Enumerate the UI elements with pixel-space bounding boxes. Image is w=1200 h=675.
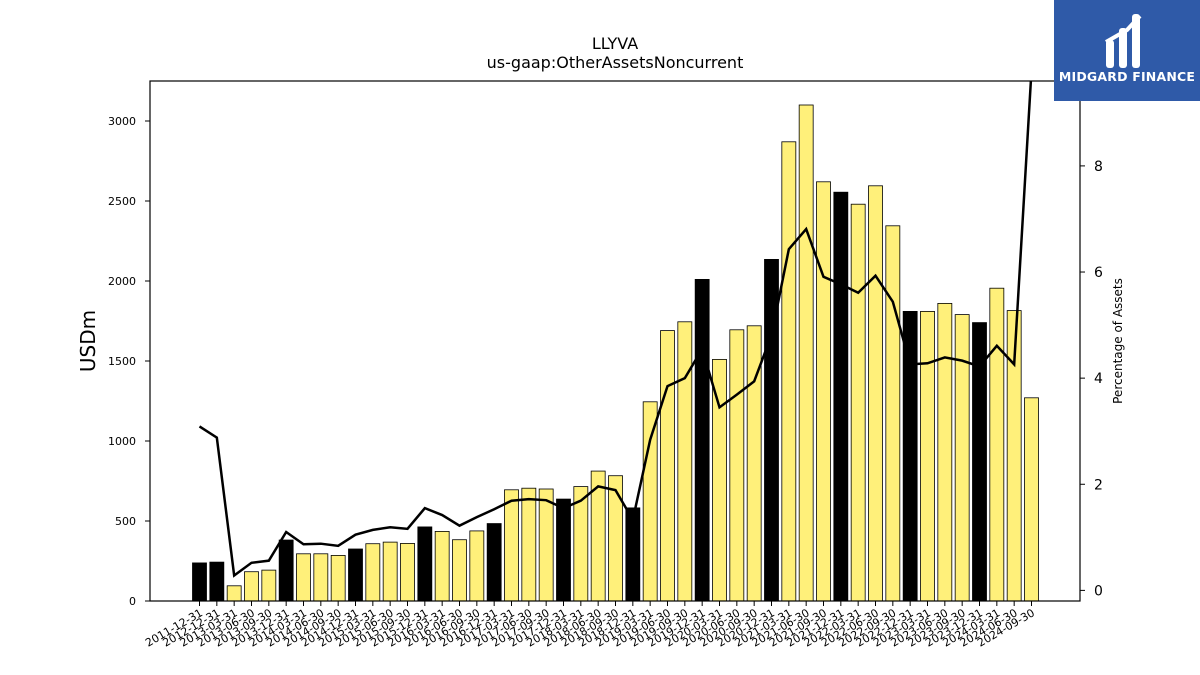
bar-2024-03-31 xyxy=(989,287,1005,602)
bar-2022-06-30 xyxy=(868,185,883,602)
y2-tick-label: 0 xyxy=(1094,583,1103,599)
bar-2022-12-31 xyxy=(902,310,918,602)
bar-2013-12-31 xyxy=(278,539,294,602)
bar-2012-12-31 xyxy=(209,561,225,602)
bar-2016-03-31 xyxy=(434,531,450,602)
bar-2014-09-30 xyxy=(330,555,346,602)
bar-2015-03-31 xyxy=(365,543,381,602)
bar-2013-06-30 xyxy=(244,571,259,602)
line-series xyxy=(198,81,1033,578)
bar-2014-06-30 xyxy=(313,553,329,602)
bar-2022-03-31 xyxy=(850,203,866,602)
bar-series xyxy=(192,104,1039,602)
bar-2021-09-30 xyxy=(816,181,831,602)
bar-2015-06-30 xyxy=(382,541,398,602)
bar-2017-09-30 xyxy=(538,488,554,602)
bar-2017-12-31 xyxy=(556,498,571,602)
logo-mark-icon xyxy=(1105,14,1142,68)
bar-2020-06-30 xyxy=(729,329,745,602)
percentage-line xyxy=(198,81,1033,578)
bar-2016-12-31 xyxy=(486,523,502,602)
bar-2024-09-30 xyxy=(1024,397,1039,602)
bar-2017-03-31 xyxy=(504,489,519,602)
bar-2016-09-30 xyxy=(469,530,485,602)
y-tick-label: 3000 xyxy=(108,115,136,128)
axes: 050010001500200025003000024682011-12-312… xyxy=(108,80,1103,650)
y-tick-label: 0 xyxy=(129,595,136,608)
bar-2019-09-30 xyxy=(677,321,693,602)
bar-2019-06-30 xyxy=(660,330,675,602)
bar-2016-06-30 xyxy=(452,539,467,602)
brand-logo: MIDGARD FINANCE xyxy=(1054,0,1200,101)
bar-2021-03-31 xyxy=(781,141,797,602)
bar-2013-03-31 xyxy=(226,585,242,602)
bar-2011-12-31 xyxy=(192,562,207,602)
y-tick-label: 500 xyxy=(115,515,136,528)
y2-tick-label: 8 xyxy=(1094,159,1103,175)
bar-2023-03-31 xyxy=(920,310,935,602)
chart-title: LLYVA xyxy=(592,34,638,53)
bar-2021-12-31 xyxy=(833,191,849,602)
bar-2020-03-31 xyxy=(712,358,727,602)
bar-2023-06-30 xyxy=(937,302,953,602)
bar-2019-12-31 xyxy=(694,278,710,602)
bar-2015-12-31 xyxy=(417,526,433,602)
bar-2017-06-30 xyxy=(521,487,537,602)
bar-2022-09-30 xyxy=(885,225,901,602)
y2-axis-label: Percentage of Assets xyxy=(1111,278,1125,404)
y-tick-label: 2000 xyxy=(108,275,136,288)
y2-tick-label: 6 xyxy=(1094,265,1103,281)
bar-2013-09-30 xyxy=(261,569,277,602)
bar-2018-09-30 xyxy=(608,475,623,602)
logo-text: MIDGARD FINANCE xyxy=(1058,69,1196,84)
y-tick-label: 1000 xyxy=(108,435,136,448)
y-tick-label: 1500 xyxy=(108,355,136,368)
bar-2019-03-31 xyxy=(642,401,658,602)
chart-subtitle: us-gaap:OtherAssetsNoncurrent xyxy=(487,53,744,72)
bar-2015-09-30 xyxy=(400,543,415,602)
bar-2014-12-31 xyxy=(348,548,363,602)
bar-2014-03-31 xyxy=(296,553,311,602)
y2-tick-label: 4 xyxy=(1094,371,1103,387)
bar-2023-09-30 xyxy=(954,314,970,602)
y-axis-label: USDm xyxy=(76,310,100,372)
y-tick-label: 2500 xyxy=(108,195,136,208)
y2-tick-label: 2 xyxy=(1094,477,1103,493)
bar-2021-06-30 xyxy=(798,104,814,602)
